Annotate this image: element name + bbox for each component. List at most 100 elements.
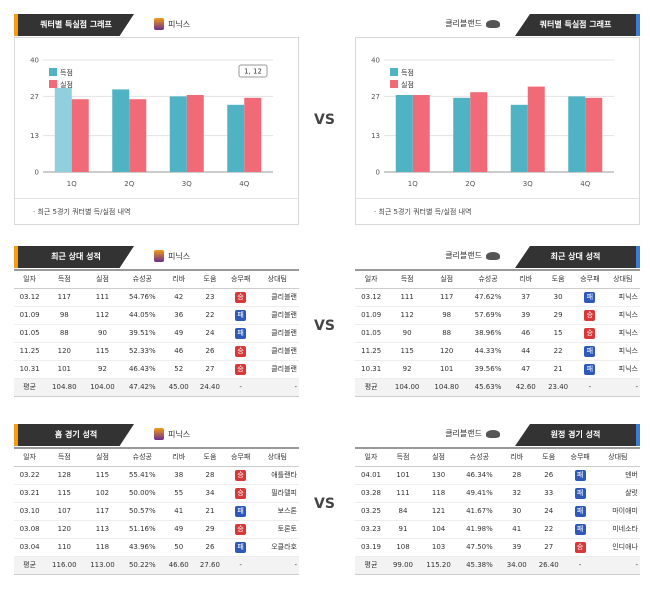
right-team-name: 클리블랜드	[445, 19, 482, 28]
table-cell: 111	[83, 288, 122, 307]
result-badge: 승	[574, 541, 586, 553]
table-cell: 84	[387, 502, 419, 521]
table-cell: 47.50%	[458, 538, 501, 557]
table-cell: 피닉스	[605, 360, 640, 379]
table-cell: 45.38%	[458, 556, 501, 575]
result-badge: 패	[574, 469, 586, 481]
legend-label: 득점	[401, 69, 414, 77]
left-home-table: 일자 득점 실점 슈성공 리바 도움 승무패 상대팀 03.22 128 115 55.41% 38 2…	[14, 447, 299, 575]
y-tick-label: 0	[35, 169, 39, 177]
table-cell: 01.05	[355, 324, 388, 343]
table-cell: 04.01	[355, 466, 387, 485]
table-cell: 평균	[14, 378, 46, 397]
table-cell: 113	[83, 520, 122, 539]
table-cell: 34.00	[500, 556, 533, 575]
table-cell: 03.10	[14, 502, 46, 521]
y-tick-label: 27	[30, 93, 39, 101]
table-cell: 121	[419, 502, 459, 521]
table-cell: 104.00	[387, 378, 427, 397]
table-cell: 39	[509, 306, 542, 325]
average-row: 평균 116.00 113.00 50.22% 46.60 27.60- -	[14, 556, 299, 575]
table-cell: 41	[500, 520, 533, 539]
table-row: 03.21 115 102 50.00% 55 34 승 필라델피	[14, 484, 299, 503]
left-quarter-chart: 40 27 13 0 1Q 2Q 3Q 4Q 득점 실점 1, 12 · 최근 5경기 쿼터별 득/…	[14, 37, 299, 225]
table-cell: 46.60	[163, 556, 195, 575]
table-cell: 88	[426, 324, 467, 343]
average-row: 평균 104.80 104.00 47.42% 45.00 24.40- -	[14, 378, 299, 397]
average-row: 평균 99.00 115.20 45.38% 34.00 26.40- -	[355, 556, 640, 575]
cavaliers-logo-icon	[486, 251, 500, 260]
table-cell: 32	[500, 484, 533, 503]
table-cell: 피닉스	[605, 306, 640, 325]
legend-label: 실점	[60, 80, 73, 89]
x-tick-label: 1Q	[408, 180, 418, 188]
table-cell: 54.76%	[121, 288, 164, 307]
table-cell: 26	[194, 342, 226, 361]
column-header: 리바	[163, 447, 195, 467]
table-cell: 27.60	[194, 556, 226, 575]
left-recent-team-name: 피닉스	[168, 251, 191, 261]
table-cell: 98	[426, 306, 467, 325]
column-header: 리바	[500, 447, 533, 467]
table-cell: 117	[426, 288, 467, 307]
column-header: 승무패	[225, 269, 256, 289]
table-cell: -	[225, 556, 256, 575]
table-cell: 21	[541, 360, 575, 379]
table-cell: 112	[387, 306, 427, 325]
table-cell: 애틀랜타	[255, 466, 299, 485]
table-cell: 47.62%	[466, 288, 510, 307]
table-cell: 피닉스	[605, 342, 640, 361]
table-row: 01.05 88 90 39.51% 49 24 패 클리블랜	[14, 324, 299, 343]
left-recent-team: 피닉스	[154, 250, 190, 262]
table-cell: 108	[387, 538, 419, 557]
cavaliers-logo-icon	[486, 19, 500, 28]
bar-allowed	[470, 92, 488, 172]
table-cell: 10.31	[14, 360, 46, 379]
table-cell: 43.96%	[121, 538, 164, 557]
table-cell: 128	[45, 466, 84, 485]
table-cell: 필라델피	[255, 484, 299, 503]
table-cell: 미네소타	[595, 520, 640, 539]
table-cell: 55	[163, 484, 195, 503]
table-row: 11.25 120 115 52.33% 46 26 승 클리블랜	[14, 342, 299, 361]
table-cell: 107	[45, 502, 84, 521]
table-cell: 112	[83, 306, 122, 325]
right-away-team-name: 클리블랜드	[445, 429, 482, 438]
bar-scored	[395, 95, 413, 172]
table-cell: 패	[225, 324, 256, 343]
table-cell: 승	[225, 466, 256, 485]
table-row: 01.09 112 98 57.69% 39 29 승 피닉스	[355, 306, 640, 325]
table-cell: 22	[194, 306, 226, 325]
column-header: 상대팀	[595, 447, 640, 467]
table-cell: 99.00	[387, 556, 419, 575]
column-header: 상대팀	[605, 269, 640, 289]
table-cell: 보스톤	[255, 502, 299, 521]
table-cell: 47.42%	[121, 378, 164, 397]
table-cell: 39	[500, 538, 533, 557]
right-away-table: 일자 득점 실점 슈성공 리바 도움 승무패 상대팀 04.01 101 130 46.34% 28 2…	[355, 447, 640, 575]
x-tick-label: 4Q	[239, 180, 249, 188]
table-cell: 30	[541, 288, 575, 307]
table-cell: 01.09	[14, 306, 46, 325]
legend-swatch	[390, 68, 398, 76]
table-cell: 39.51%	[121, 324, 164, 343]
table-cell: 26	[532, 466, 565, 485]
table-row: 01.05 90 88 38.96% 46 15 승 피닉스	[355, 324, 640, 343]
table-row: 11.25 115 120 44.33% 44 22 패 피닉스	[355, 342, 640, 361]
left-recent-header: 최근 상대 성적 피닉스	[14, 246, 299, 268]
table-cell: 패	[574, 360, 606, 379]
table-cell: 38	[163, 466, 195, 485]
result-badge: 패	[235, 505, 247, 517]
table-cell: 11.25	[14, 342, 46, 361]
table-cell: 90	[387, 324, 427, 343]
bar-scored	[510, 104, 528, 172]
table-cell: 26	[194, 538, 226, 557]
table-cell: 111	[387, 288, 427, 307]
table-row: 04.01 101 130 46.34% 28 26 패 덴버	[355, 466, 640, 485]
table-cell: 03.12	[14, 288, 46, 307]
table-cell: 38.96%	[466, 324, 510, 343]
table-cell: 승	[225, 360, 256, 379]
right-quarter-header: 클리블랜드 쿼터별 득실점 그래프	[355, 14, 640, 36]
table-cell: 03.25	[355, 502, 387, 521]
